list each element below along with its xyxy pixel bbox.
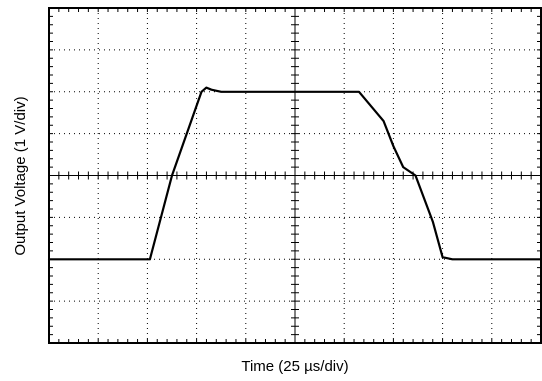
y-axis-title: Output Voltage (1 V/div) [12,96,29,255]
x-axis-title: Time (25 µs/div) [241,358,348,375]
chart-tick-marks [49,8,541,343]
plot-frame [48,7,542,344]
series-line-0 [47,86,542,261]
chart-trace-layer [47,86,542,261]
